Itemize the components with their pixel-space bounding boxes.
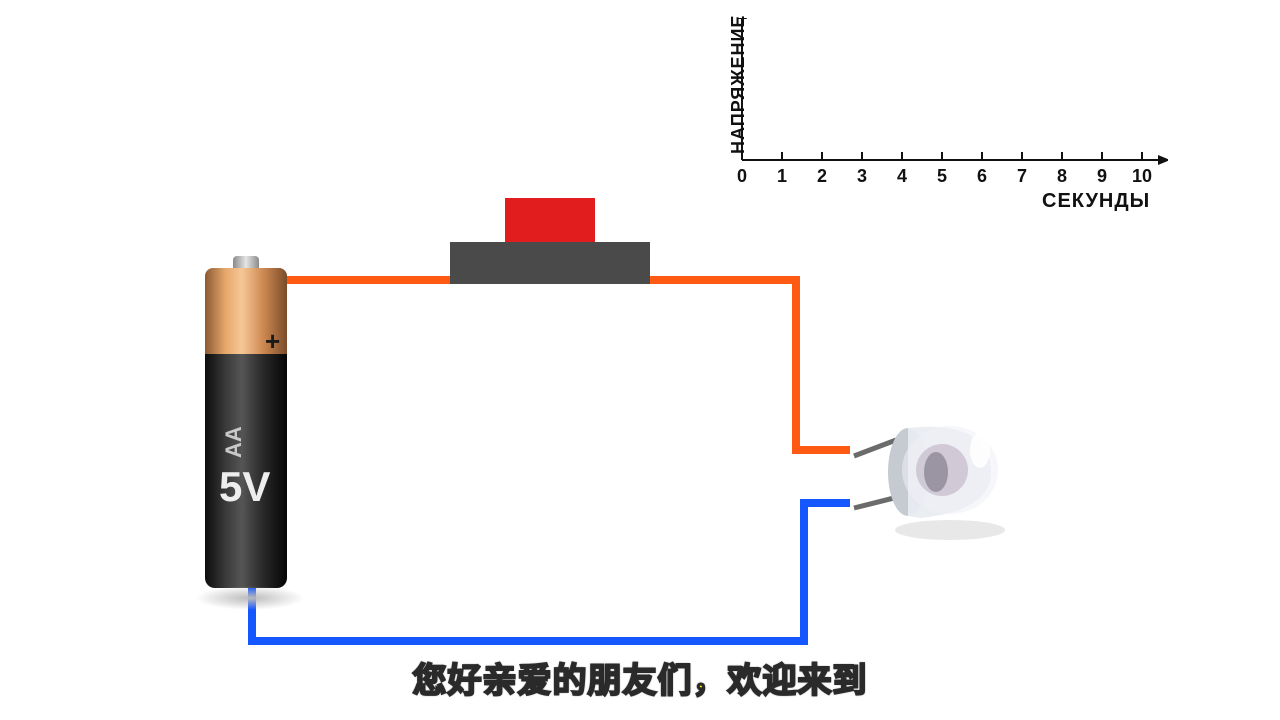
battery-shadow [195, 586, 305, 610]
push-button-body [450, 242, 650, 284]
chart-x-tick: 3 [852, 166, 872, 187]
push-button-cap [505, 198, 595, 242]
chart-y-axis-label: НАПРЯЖЕНИЕ [728, 15, 749, 154]
led [850, 410, 1020, 585]
battery-plus-label: + [265, 326, 280, 357]
chart-x-tick: 9 [1092, 166, 1112, 187]
chart-x-tick: 7 [1012, 166, 1032, 187]
chart-x-tick: 5 [932, 166, 952, 187]
chart-x-tick: 2 [812, 166, 832, 187]
battery-tip [233, 256, 259, 268]
battery-voltage-label: 5V [219, 463, 270, 511]
chart-x-tick: 4 [892, 166, 912, 187]
chart-x-tick: 6 [972, 166, 992, 187]
chart-x-tick: 10 [1132, 166, 1152, 187]
diagram-stage: + AA 5V НАПРЯЖЕНИЕ СЕКУНДЫ 0123456789 10 [0, 0, 1280, 720]
battery: + AA 5V [205, 268, 287, 588]
chart-x-tick: 1 [772, 166, 792, 187]
led-icon [850, 410, 1020, 580]
chart-x-tick: 0 [732, 166, 752, 187]
chart-x-tick: 8 [1052, 166, 1072, 187]
subtitle-caption: 您好亲爱的朋友们，欢迎来到 [413, 653, 868, 702]
chart-x-axis-label: СЕКУНДЫ [1042, 190, 1150, 213]
battery-aa-label: AA [221, 426, 247, 458]
voltage-chart: НАПРЯЖЕНИЕ СЕКУНДЫ 0123456789 10 [698, 18, 1168, 253]
